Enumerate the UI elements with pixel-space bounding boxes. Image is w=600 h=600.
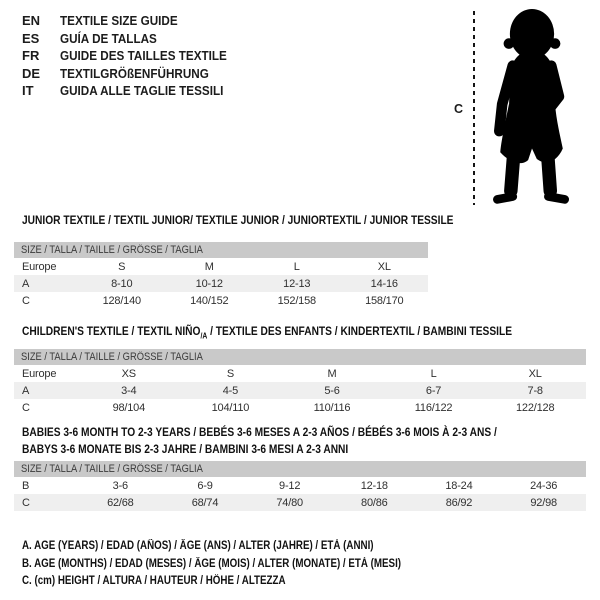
value-cell: 3-6 xyxy=(112,479,129,492)
footnotes: A. AGE (YEARS) / EDAD (AÑOS) / ÂGE (ANS)… xyxy=(22,538,468,591)
value-cell: 98/104 xyxy=(112,401,146,414)
table-row: A 8-10 10-12 12-13 14-16 xyxy=(14,275,428,292)
height-label-c: C xyxy=(454,102,464,116)
size-cell: S xyxy=(118,260,126,273)
value-cell: 86/92 xyxy=(416,494,502,511)
value-cell: 8-10 xyxy=(78,275,166,292)
footnote-b: B. AGE (MONTHS) / EDAD (MESES) / ÂGE (MO… xyxy=(22,557,402,570)
table-row: C 62/68 68/74 74/80 80/86 86/92 92/98 xyxy=(14,494,586,511)
row-label: A xyxy=(14,275,78,292)
value-cell: 7-8 xyxy=(484,382,586,399)
size-cell: XL xyxy=(528,367,542,380)
value-cell: 158/170 xyxy=(365,294,404,307)
legend-label: GUIDE DES TAILLES TEXTILE xyxy=(60,48,227,63)
value-cell: 140/152 xyxy=(190,294,229,307)
legend-row-fr: FR GUIDE DES TAILLES TEXTILE xyxy=(22,47,245,65)
size-cell: L xyxy=(293,260,300,273)
language-code: IT xyxy=(22,83,34,98)
children-size-table: SIZE / TALLA / TAILLE / GRÖSSE / TAGLIA … xyxy=(14,349,586,416)
table-row: Europe XS S M L XL xyxy=(14,365,586,382)
value-cell: 12-18 xyxy=(360,479,388,492)
size-cell: S xyxy=(226,367,234,380)
babies-table-title: BABIES 3-6 MONTH TO 2-3 YEARS / BEBÉS 3-… xyxy=(22,425,497,456)
language-code: EN xyxy=(22,13,41,28)
legend-label: TEXTILGRÖßENFÜHRUNG xyxy=(60,65,209,81)
value-cell: 10-12 xyxy=(165,275,253,292)
size-cell: M xyxy=(204,260,214,273)
height-measure-figure: C xyxy=(448,6,580,212)
table-row: A 3-4 4-5 5-6 6-7 7-8 xyxy=(14,382,586,399)
value-cell: 3-4 xyxy=(78,382,180,399)
language-code: FR xyxy=(22,48,40,63)
row-label: Europe xyxy=(22,260,57,273)
size-cell: M xyxy=(327,367,337,380)
value-cell: 152/158 xyxy=(277,294,317,307)
table-row: B 3-6 6-9 9-12 12-18 18-24 24-36 xyxy=(14,477,586,494)
value-cell: 14-16 xyxy=(340,275,428,292)
value-cell: 18-24 xyxy=(445,479,473,492)
table-row: Europe S M L XL xyxy=(14,258,428,275)
size-cell: L xyxy=(430,367,437,380)
value-cell: 122/128 xyxy=(516,401,555,414)
row-label: Europe xyxy=(22,367,57,380)
footnote-a: A. AGE (YEARS) / EDAD (AÑOS) / ÂGE (ANS)… xyxy=(22,540,374,552)
babies-size-table: SIZE / TALLA / TAILLE / GRÖSSE / TAGLIA … xyxy=(14,461,586,511)
children-table-title: CHILDREN'S TEXTILE / TEXTIL NIÑO/A / TEX… xyxy=(22,324,512,341)
value-cell: 24-36 xyxy=(530,479,558,492)
value-cell: 68/74 xyxy=(162,494,248,511)
value-cell: 104/110 xyxy=(211,401,250,414)
table-row: C 98/104 104/110 110/116 116/122 122/128 xyxy=(14,399,586,416)
table-row: C 128/140 140/152 152/158 158/170 xyxy=(14,292,428,309)
value-cell: 62/68 xyxy=(78,494,163,511)
value-cell: 9-12 xyxy=(279,479,301,492)
value-cell: 92/98 xyxy=(501,494,586,511)
legend-label: TEXTILE SIZE GUIDE xyxy=(60,13,178,28)
value-cell: 6-7 xyxy=(382,382,485,399)
value-cell: 6-9 xyxy=(197,479,213,492)
size-cell: XS xyxy=(121,367,136,380)
size-header-bar: SIZE / TALLA / TAILLE / GRÖSSE / TAGLIA xyxy=(14,349,586,365)
size-cell: XL xyxy=(377,260,391,273)
legend-label: GUIDA ALLE TAGLIE TESSILI xyxy=(60,83,224,98)
row-label: C xyxy=(22,401,30,414)
value-cell: 80/86 xyxy=(331,494,417,511)
value-cell: 74/80 xyxy=(247,494,332,511)
row-label: A xyxy=(14,382,78,399)
legend-row-en: EN TEXTILE SIZE GUIDE xyxy=(22,12,245,30)
value-cell: 128/140 xyxy=(102,294,142,307)
row-label: C xyxy=(14,494,78,511)
value-cell: 110/116 xyxy=(313,401,351,414)
row-label: B xyxy=(22,479,30,492)
height-measure-line xyxy=(473,11,475,205)
baby-silhouette-icon xyxy=(493,8,570,204)
legend-label: GUÍA DE TALLAS xyxy=(60,30,157,46)
value-cell: 5-6 xyxy=(281,382,383,399)
legend-row-es: ES GUÍA DE TALLAS xyxy=(22,30,245,48)
value-cell: 4-5 xyxy=(179,382,282,399)
legend-row-it: IT GUIDA ALLE TAGLIE TESSILI xyxy=(22,82,245,100)
size-header-bar: SIZE / TALLA / TAILLE / GRÖSSE / TAGLIA xyxy=(14,242,428,258)
footnote-c: C. (cm) HEIGHT / ALTURA / HAUTEUR / HÖHE… xyxy=(22,575,286,587)
language-legend: EN TEXTILE SIZE GUIDE ES GUÍA DE TALLAS … xyxy=(22,12,245,100)
row-label: C xyxy=(22,294,30,307)
language-code: DE xyxy=(22,65,41,81)
legend-row-de: DE TEXTILGRÖßENFÜHRUNG xyxy=(22,65,245,83)
size-header-bar: SIZE / TALLA / TAILLE / GRÖSSE / TAGLIA xyxy=(14,461,586,477)
language-code: ES xyxy=(22,30,40,46)
junior-table-title: JUNIOR TEXTILE / TEXTIL JUNIOR/ TEXTILE … xyxy=(22,213,454,227)
junior-size-table: SIZE / TALLA / TAILLE / GRÖSSE / TAGLIA … xyxy=(14,242,428,309)
title-subscript: /A xyxy=(200,331,208,341)
value-cell: 116/122 xyxy=(414,401,453,414)
value-cell: 12-13 xyxy=(253,275,341,292)
